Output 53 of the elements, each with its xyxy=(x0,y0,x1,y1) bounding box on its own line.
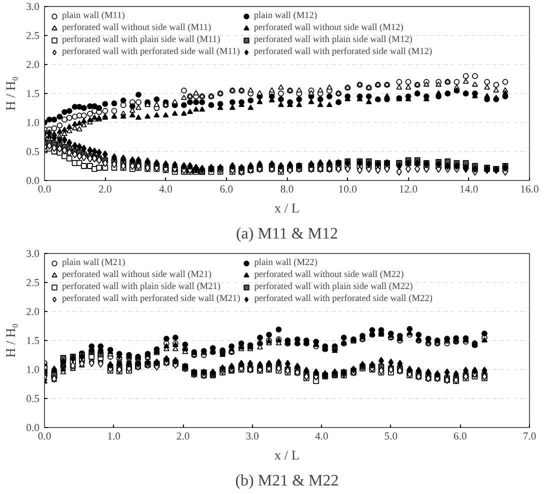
legend-label: perforated wall with perforated side wall (M22) xyxy=(254,293,432,305)
y-tick-label: 2.0 xyxy=(26,60,40,71)
y-axis-title: H / H₀ xyxy=(3,323,18,358)
y-tick-label: 2.0 xyxy=(26,307,40,318)
legend-label: perforated wall without side wall (M11) xyxy=(62,22,212,34)
y-tick-label: 1.5 xyxy=(26,89,40,100)
y-tick-label: 3.0 xyxy=(26,2,40,13)
legend-label: plain wall (M11) xyxy=(62,10,125,22)
x-tick-label: 6.0 xyxy=(220,184,234,196)
x-tick-label: 14.0 xyxy=(460,184,478,196)
x-tick-label: 4.0 xyxy=(314,432,328,442)
x-tick-label: 7.0 xyxy=(522,432,536,442)
x-tick-label: 16.0 xyxy=(520,184,539,196)
y-tick-label: 0.0 xyxy=(26,423,40,434)
y-tick-label: 0.0 xyxy=(26,176,40,187)
x-tick-label: 5.0 xyxy=(384,432,398,442)
y-tick-label: 0.5 xyxy=(26,147,40,158)
y-tick-label: 1.5 xyxy=(26,336,40,347)
x-tick-label: 6.0 xyxy=(454,432,467,442)
x-tick-label: 10.0 xyxy=(338,184,357,196)
y-tick-label: 3.0 xyxy=(26,249,40,260)
x-axis-title: x / L xyxy=(274,448,300,462)
y-axis-title: H / H₀ xyxy=(3,76,18,111)
x-tick-label: 1.0 xyxy=(107,432,120,442)
x-tick-label: 8.0 xyxy=(280,184,294,196)
legend-label: perforated wall with perforated side wall (M11) xyxy=(62,46,240,58)
y-tick-label: 2.5 xyxy=(26,31,40,42)
legend-label: perforated wall without side wall (M22) xyxy=(254,269,404,281)
x-tick-label: 4.0 xyxy=(159,184,172,196)
x-axis-title: x / L xyxy=(274,200,300,216)
legend-label: perforated wall with perforated side wall (M12) xyxy=(254,46,432,58)
legend-label: perforated wall without side wall (M21) xyxy=(62,269,212,281)
legend-label: perforated wall with plain side wall (M11) xyxy=(62,34,220,46)
y-tick-label: 2.5 xyxy=(26,278,40,289)
x-tick-label: 3.0 xyxy=(246,432,260,442)
text: (b) M21 & M22 xyxy=(235,472,339,490)
legend-label: perforated wall with plain side wall (M22) xyxy=(254,281,413,293)
legend-label: plain wall (M12) xyxy=(254,10,318,22)
y-tick-label: 1.0 xyxy=(26,365,40,376)
y-tick-label: 0.5 xyxy=(26,394,40,405)
y-tick-label: 1.0 xyxy=(26,118,40,129)
x-tick-label: 0.0 xyxy=(38,432,52,442)
legend-label: plain wall (M21) xyxy=(62,257,126,269)
legend-label: perforated wall without side wall (M12) xyxy=(254,22,404,34)
x-tick-label: 0.0 xyxy=(38,184,52,196)
x-tick-label: 2.0 xyxy=(98,184,112,196)
x-tick-label: 2.0 xyxy=(176,432,190,442)
text: (a) M11 & M12 xyxy=(236,226,338,242)
legend-label: perforated wall with perforated side wall (M21) xyxy=(62,293,240,305)
legend-label: perforated wall with plain side wall (M21) xyxy=(62,281,221,293)
legend-label: perforated wall with plain side wall (M12) xyxy=(254,34,412,46)
legend-label: plain wall (M22) xyxy=(254,257,318,269)
x-tick-label: 12.0 xyxy=(398,184,418,196)
